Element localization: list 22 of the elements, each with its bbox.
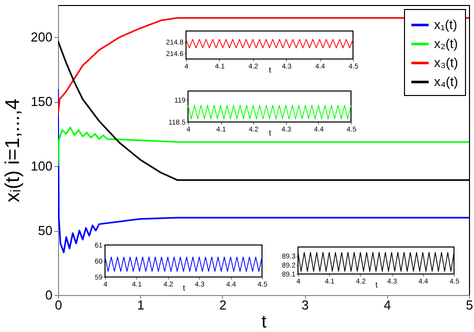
y-tick-label: 100 — [30, 158, 52, 174]
y-tick-label: 200 — [30, 30, 52, 45]
y-tick-label: 150 — [30, 94, 52, 110]
x-axis-title: t — [375, 280, 378, 290]
x-tick-label: 3 — [301, 298, 309, 312]
y-tick-label: 50 — [38, 223, 52, 238]
legend-label: x₂(t) — [434, 36, 458, 51]
x-axis-title: t — [182, 284, 186, 292]
line-series — [58, 126, 469, 167]
x-tick-label: 4 — [384, 298, 391, 312]
x-tick-label: 2 — [219, 298, 227, 312]
legend-label: x₁(t) — [434, 17, 458, 32]
x-axis-title: t — [261, 312, 267, 332]
x-axis-title: t — [268, 128, 272, 138]
x-tick-label: 0 — [54, 298, 62, 312]
line-series — [58, 88, 469, 254]
legend-label: x₃(t) — [434, 55, 458, 70]
y-axis-title: xᵢ(t) i=1,...,4 — [2, 98, 24, 202]
x-tick-label: 5 — [466, 298, 474, 312]
x-axis-title: t — [268, 66, 272, 74]
x-tick-label: 1 — [137, 298, 144, 312]
legend-label: x₄(t) — [434, 74, 458, 89]
